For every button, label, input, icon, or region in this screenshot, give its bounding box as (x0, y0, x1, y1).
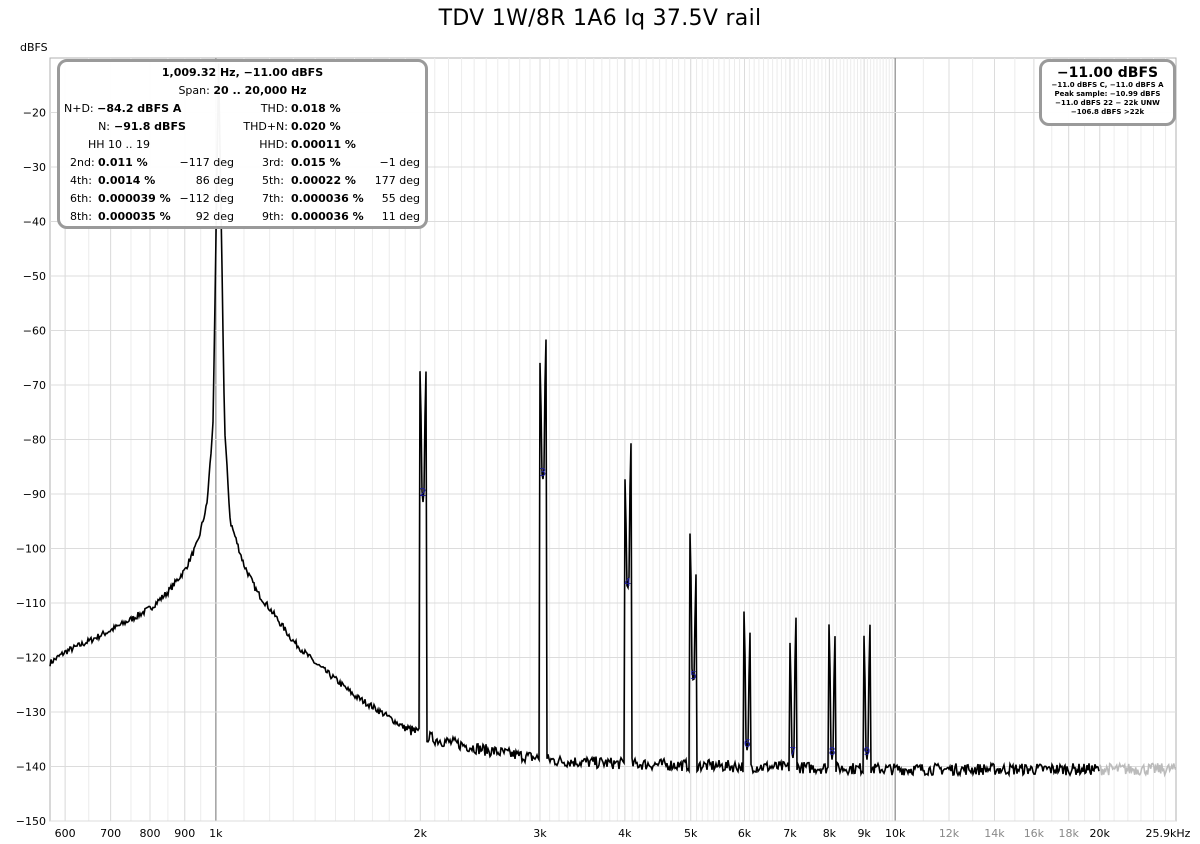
h2-value: 0.011 % (98, 156, 148, 169)
x-tick-label: 5k (684, 827, 698, 840)
thd-label: THD: (260, 102, 288, 115)
measurement-panel: 1,009.32 Hz, −11.00 dBFS Span: 20 .. 20,… (57, 59, 428, 229)
hhd-label: HHD: (259, 138, 288, 151)
y-tick-label: −110 (16, 597, 46, 610)
h5-phase: 177 deg (374, 174, 420, 187)
hhd-value: 0.00011 % (291, 138, 356, 151)
y-tick-label: −90 (23, 488, 46, 501)
h2-label: 2nd: (70, 156, 95, 169)
h4-phase: 86 deg (195, 174, 234, 187)
level-line: −106.8 dBFS >22k (1070, 108, 1145, 116)
x-tick-label: 2k (414, 827, 428, 840)
y-axis-label: dBFS (20, 41, 48, 54)
h6-phase: −112 deg (179, 192, 234, 205)
harmonic-label: 7 (789, 745, 796, 758)
h8-label: 8th: (70, 210, 92, 223)
x-tick-label: 10k (885, 827, 906, 840)
harmonic-row: 6th: 0.000039 % −112 deg 7th: 0.000036 %… (60, 190, 425, 208)
h3-label: 3rd: (262, 156, 285, 169)
y-tick-label: −30 (23, 161, 46, 174)
fundamental-readout: 1,009.32 Hz, −11.00 dBFS (161, 66, 324, 79)
h5-label: 5th: (262, 174, 284, 187)
x-tick-label: 16k (1024, 827, 1045, 840)
x-tick-label: 7k (783, 827, 797, 840)
h2-phase: −117 deg (179, 156, 234, 169)
y-tick-label: −150 (16, 815, 46, 828)
x-tick-label: 18k (1058, 827, 1079, 840)
h6-label: 6th: (70, 192, 92, 205)
y-tick-label: −70 (23, 379, 46, 392)
h3-phase: −1 deg (379, 156, 420, 169)
nd-readout: N+D: −84.2 dBFS A (64, 102, 182, 115)
h9-label: 9th: (262, 210, 284, 223)
level-line: −11.0 dBFS C, −11.0 dBFS A (1051, 81, 1164, 89)
harmonic-row: 2nd: 0.011 % −117 deg 3rd: 0.015 % −1 de… (60, 154, 425, 172)
h6-value: 0.000039 % (98, 192, 171, 205)
h4-value: 0.0014 % (98, 174, 156, 187)
h4-label: 4th: (70, 174, 92, 187)
axis-ticks: 600 700 800 900 1k 2k 3k 4k 5k 6k 7k 8k 9k 10k 12k 14k 1… (16, 107, 1191, 841)
x-tick-label: 9k (857, 827, 871, 840)
n-value: −91.8 dBFS (114, 120, 186, 133)
level-main: −11.00 dBFS (1056, 65, 1159, 81)
x-tick-label: 1k (209, 827, 223, 840)
level-line: Peak sample: −10.99 dBFS (1054, 90, 1161, 98)
x-tick-label: 800 (140, 827, 161, 840)
harmonic-label: 5 (690, 669, 697, 682)
harmonic-row: 8th: 0.000035 % 92 deg 9th: 0.000036 % 1… (60, 208, 425, 226)
y-tick-label: −100 (16, 543, 46, 556)
h3-value: 0.015 % (291, 156, 341, 169)
harmonic-row: 4th: 0.0014 % 86 deg 5th: 0.00022 % 177 … (60, 172, 425, 190)
hh-range: HH 10 .. 19 (88, 138, 151, 151)
y-tick-label: −130 (16, 706, 46, 719)
h8-value: 0.000035 % (98, 210, 171, 223)
h9-value: 0.000036 % (291, 210, 364, 223)
span-readout: Span: 20 .. 20,000 Hz (178, 84, 307, 97)
h8-phase: 92 deg (195, 210, 234, 223)
thdn-value: 0.020 % (291, 120, 341, 133)
harmonic-label: 2 (420, 486, 427, 499)
y-tick-label: −80 (23, 434, 46, 447)
x-tick-label: 600 (55, 827, 76, 840)
harmonic-label: 8 (829, 745, 836, 758)
harmonic-label: 6 (744, 737, 751, 750)
level-panel: −11.00 dBFS −11.0 dBFS C, −11.0 dBFS A P… (1039, 59, 1176, 126)
y-tick-label: −20 (23, 107, 46, 120)
harmonic-label: 3 (539, 466, 546, 479)
y-tick-label: −40 (23, 216, 46, 229)
h7-value: 0.000036 % (291, 192, 364, 205)
level-line: −11.0 dBFS 22 − 22k UNW (1055, 99, 1160, 107)
spectrum-traces (49, 63, 1177, 778)
x-tick-label: 700 (100, 827, 121, 840)
y-tick-label: −60 (23, 325, 46, 338)
y-tick-label: −120 (16, 652, 46, 665)
harmonic-label: 4 (624, 576, 631, 589)
thdn-label: THD+N: (243, 120, 288, 133)
x-tick-label: 20k (1090, 827, 1111, 840)
chart-title: TDV 1W/8R 1A6 Iq 37.5V rail (438, 6, 762, 31)
harmonic-label: 9 (863, 745, 870, 758)
x-tick-label: 25.9kHz (1146, 827, 1191, 840)
spectrum-trace (49, 63, 1100, 778)
n-label: N: (98, 120, 110, 133)
h7-label: 7th: (262, 192, 284, 205)
x-tick-label: 12k (939, 827, 960, 840)
x-tick-label: 8k (823, 827, 837, 840)
x-tick-label: 4k (618, 827, 632, 840)
thd-value: 0.018 % (291, 102, 341, 115)
x-tick-label: 14k (984, 827, 1005, 840)
x-tick-label: 3k (533, 827, 547, 840)
y-tick-label: −140 (16, 761, 46, 774)
h5-value: 0.00022 % (291, 174, 356, 187)
x-tick-label: 900 (174, 827, 195, 840)
spectrum-trace-above-20k (1098, 761, 1177, 778)
h9-phase: 11 deg (381, 210, 420, 223)
h7-phase: 55 deg (381, 192, 420, 205)
harmonic-markers: 2 3 4 5 6 7 8 9 (420, 466, 871, 758)
x-tick-label: 6k (738, 827, 752, 840)
y-tick-label: −50 (23, 270, 46, 283)
